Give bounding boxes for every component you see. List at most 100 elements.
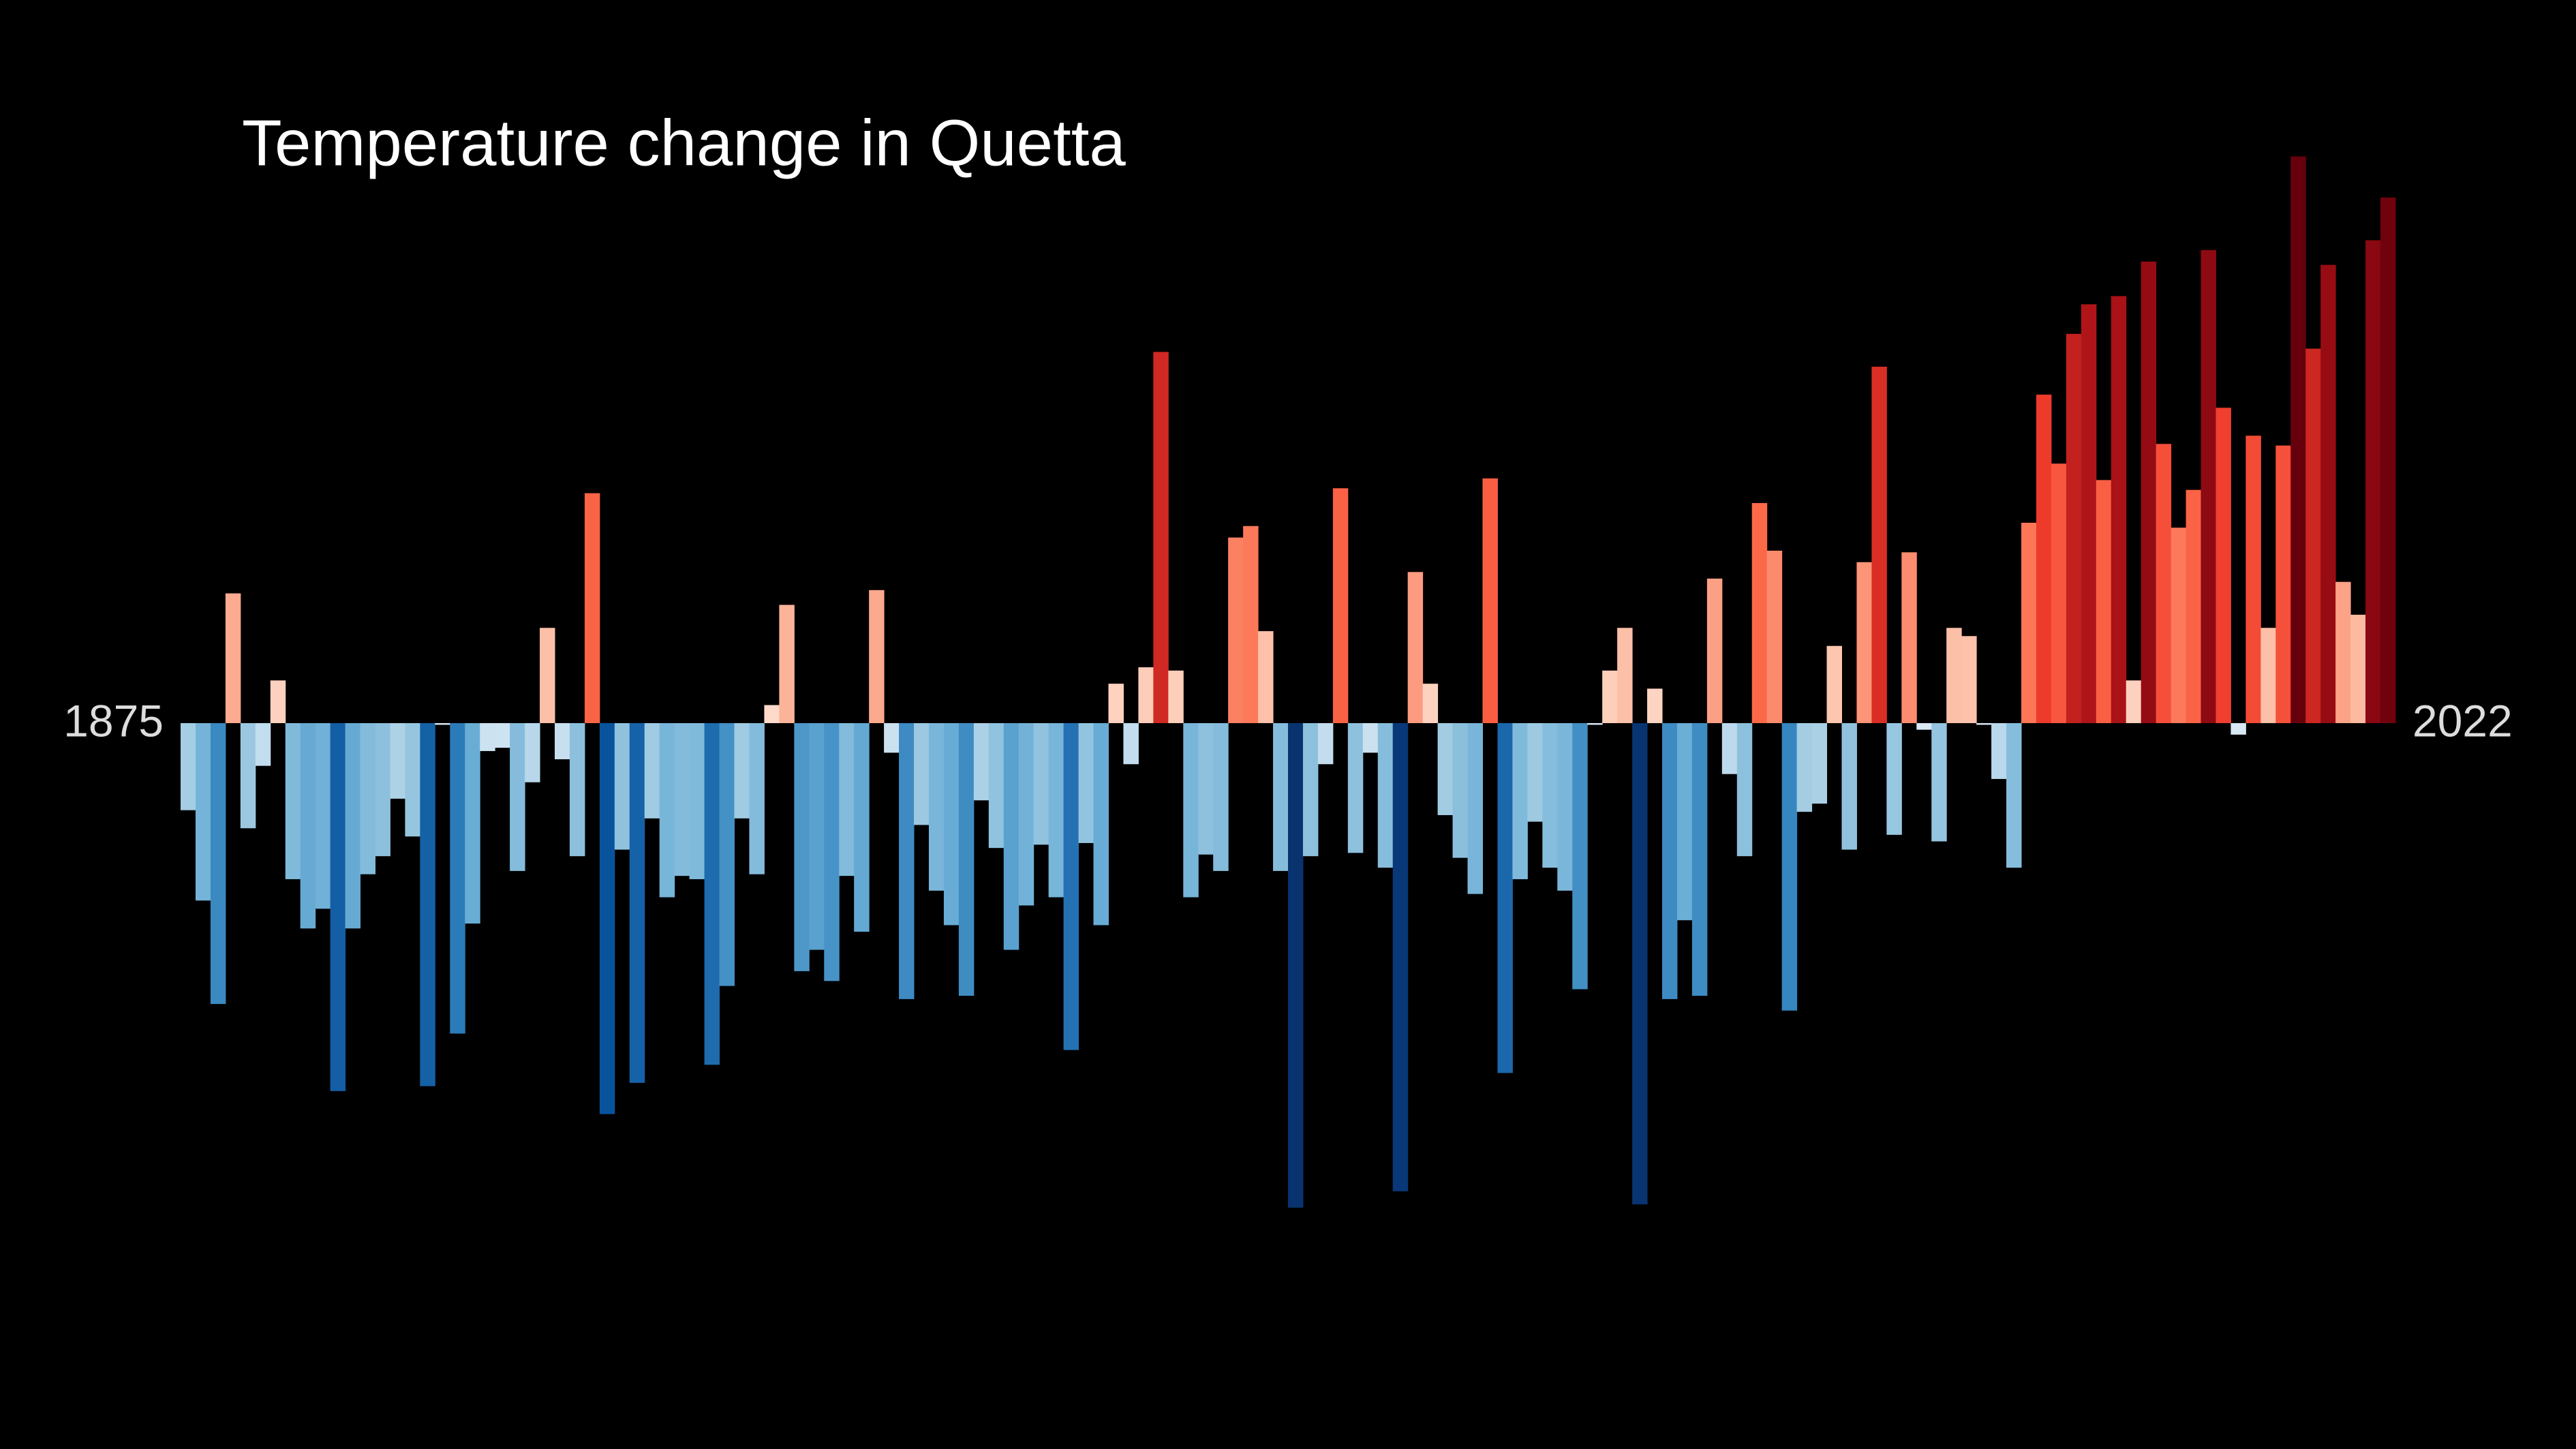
bar: [958, 723, 975, 996]
bar: [2230, 723, 2246, 735]
bar: [1647, 688, 1663, 723]
bar: [914, 723, 930, 825]
bar: [839, 723, 855, 876]
x-tick-label: 1875: [63, 695, 164, 746]
bar: [1183, 723, 1199, 898]
bar: [644, 723, 660, 819]
bar: [1796, 723, 1813, 812]
bar: [540, 628, 555, 723]
bar: [1482, 478, 1498, 723]
bar: [270, 680, 286, 723]
bar: [450, 723, 465, 1034]
bar: [1542, 723, 1558, 868]
bar: [614, 723, 630, 850]
bar: [405, 723, 420, 837]
bar: [943, 723, 960, 926]
bar: [1617, 628, 1633, 723]
bar: [1602, 670, 1618, 723]
bar: [1347, 723, 1364, 853]
bar: [779, 605, 795, 723]
bar: [1422, 684, 1439, 723]
bar: [1302, 723, 1319, 857]
bar: [285, 723, 301, 879]
bar: [1407, 572, 1424, 723]
bar: [2290, 156, 2306, 724]
bar: [884, 723, 900, 753]
bar: [1273, 723, 1289, 871]
bar: [1108, 684, 1124, 723]
bar: [465, 723, 480, 924]
bar: [1991, 723, 2007, 779]
bar: [734, 723, 750, 819]
bar: [510, 723, 525, 871]
bar: [1766, 550, 1783, 723]
bar: [584, 493, 600, 723]
bar: [1512, 723, 1528, 879]
bar: [1721, 723, 1738, 774]
bar: [1916, 723, 1932, 730]
bar: [1961, 636, 1977, 723]
bar: [1497, 723, 1513, 1073]
bar: [1527, 723, 1543, 822]
bar: [1557, 723, 1573, 891]
chart-title: Temperature change in Quetta: [242, 106, 1126, 179]
bar: [2051, 463, 2067, 723]
bar: [1437, 723, 1454, 815]
bar: [899, 723, 915, 999]
bar: [1258, 631, 1274, 723]
bar: [1751, 503, 1768, 723]
bar: [689, 723, 705, 879]
bar: [1676, 723, 1693, 921]
bar: [2111, 296, 2127, 723]
bar: [1138, 667, 1154, 723]
bar: [2320, 264, 2336, 723]
bar: [1317, 723, 1334, 765]
bar: [1781, 723, 1798, 1011]
bar: [1811, 723, 1828, 804]
bar: [1018, 723, 1034, 906]
bar: [495, 723, 510, 748]
bar: [704, 723, 720, 1065]
bar: [2141, 261, 2157, 723]
bar: [315, 723, 331, 909]
bar: [345, 723, 361, 929]
bar: [1931, 723, 1947, 842]
bar: [181, 723, 196, 810]
bar: [1946, 628, 1962, 723]
bar: [988, 723, 1005, 849]
bar: [240, 723, 256, 829]
bar: [1153, 352, 1169, 723]
bar: [1976, 723, 1992, 725]
bar: [360, 723, 375, 874]
bar: [869, 590, 885, 723]
bar: [1078, 723, 1094, 843]
bar: [1736, 723, 1753, 857]
bar: [1048, 723, 1064, 898]
bar: [2365, 240, 2381, 724]
bar: [1003, 723, 1019, 950]
bar: [674, 723, 690, 876]
bar: [1661, 723, 1678, 999]
bar: [1377, 723, 1394, 868]
bar: [1033, 723, 1049, 845]
bar: [210, 723, 226, 1005]
bar: [1288, 723, 1304, 1208]
bar: [2350, 614, 2366, 723]
bar: [629, 723, 645, 1083]
bar: [659, 723, 675, 898]
bar: [2156, 444, 2172, 723]
bar: [824, 723, 840, 981]
bar: [2201, 249, 2216, 723]
bar: [2305, 348, 2321, 723]
bar: [1213, 723, 1229, 871]
bar: [2245, 436, 2261, 723]
bar: [2126, 680, 2142, 723]
bar: [2380, 197, 2396, 723]
bar: [1332, 488, 1349, 723]
bar: [2260, 628, 2276, 723]
bar: [1901, 552, 1917, 723]
bar: [1871, 367, 1887, 723]
bar: [1228, 537, 1244, 723]
